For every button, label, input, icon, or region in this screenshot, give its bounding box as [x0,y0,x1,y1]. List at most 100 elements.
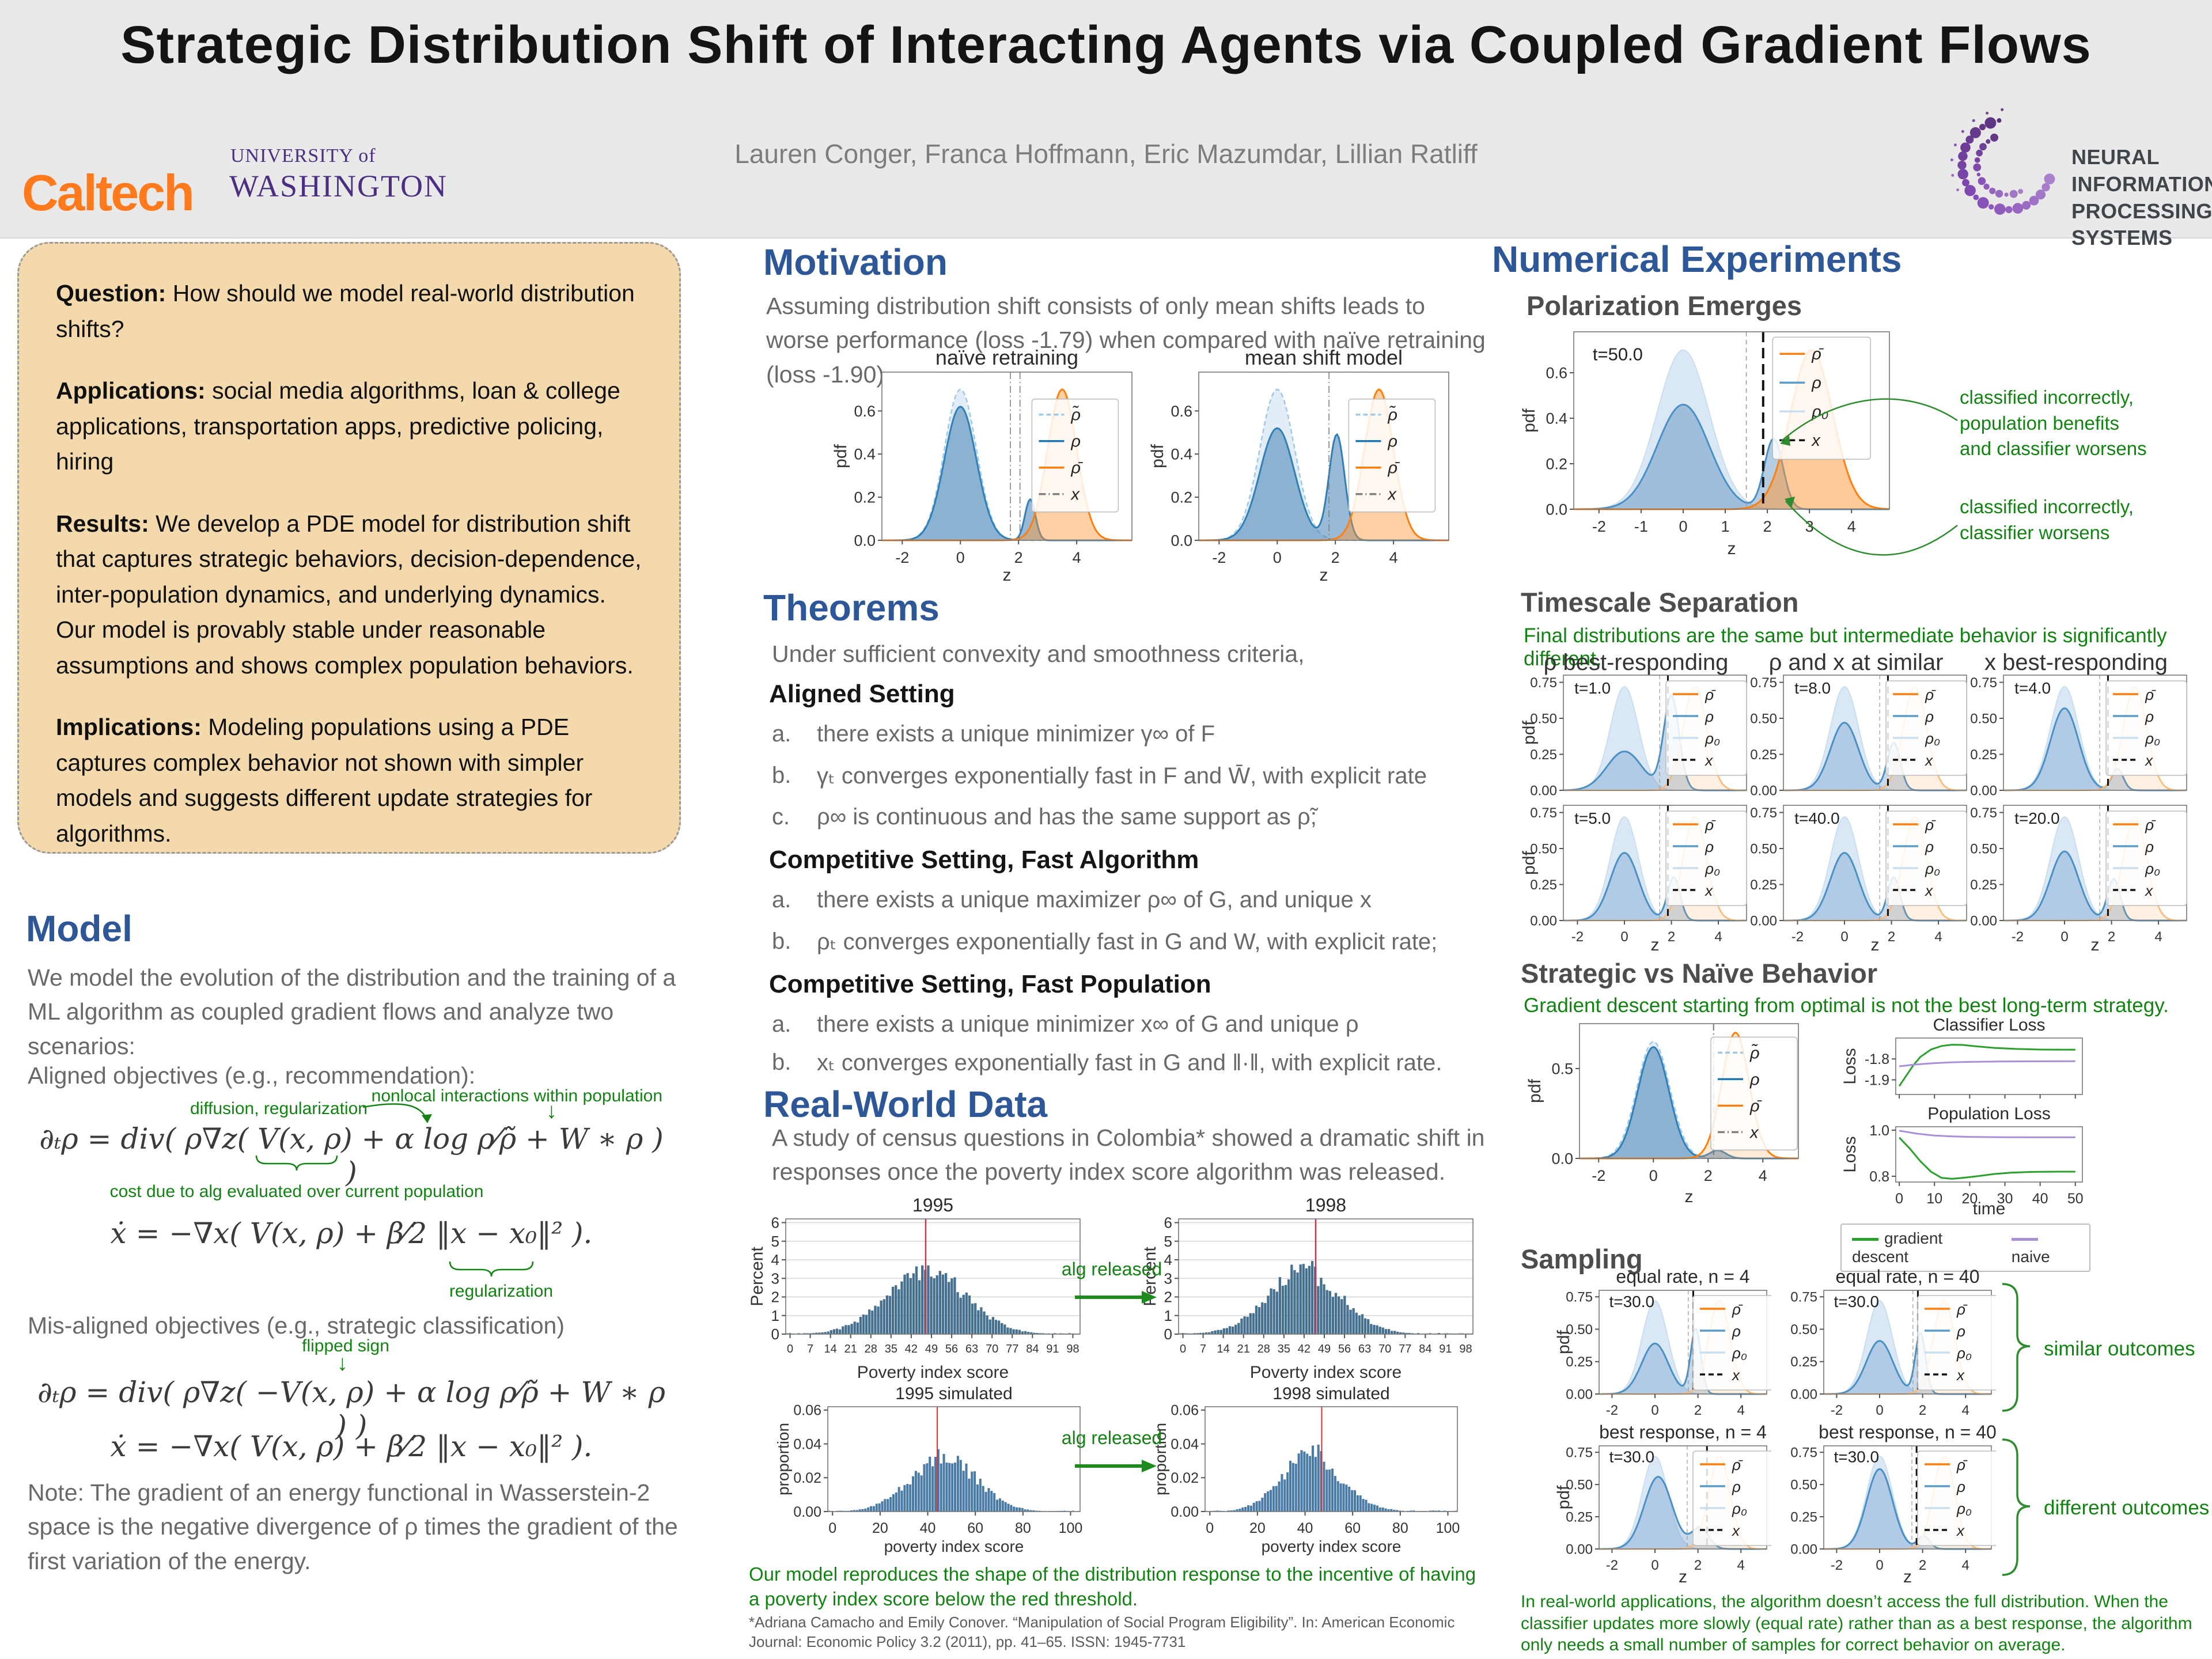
svg-text:ρ̄: ρ̄ [2145,816,2156,834]
svg-text:0: 0 [771,1325,779,1343]
svg-text:35: 35 [1278,1343,1290,1355]
svg-text:49: 49 [925,1343,938,1355]
svg-text:0: 0 [1840,929,1848,945]
svg-text:100: 100 [1436,1520,1460,1536]
svg-text:0.75: 0.75 [1790,1445,1817,1461]
svg-text:70: 70 [986,1343,998,1355]
svg-text:proportion: proportion [775,1423,792,1495]
svg-text:84: 84 [1026,1343,1039,1355]
timescale-plot-t8: 0.00 0.25 0.50 0.75 t=8.0 ρ̄ ρ ρ₀ x [1750,675,1967,798]
svg-text:1995 simulated: 1995 simulated [895,1384,1012,1403]
svg-text:-1.9: -1.9 [1865,1072,1889,1088]
svg-text:-2: -2 [1592,518,1606,535]
svg-text:Loss: Loss [1840,1048,1859,1084]
svg-text:0: 0 [1679,518,1687,535]
poster-title: Strategic Distribution Shift of Interact… [120,16,2092,74]
svg-text:ρ₀: ρ₀ [1705,860,1720,877]
theorem-item: b. γₜ converges exponentially fast in F a… [772,763,1427,789]
svg-text:0.00: 0.00 [1530,783,1557,798]
svg-text:6: 6 [1164,1214,1172,1232]
theorem-item: b. ρₜ converges exponentially fast in G a… [772,929,1438,955]
svg-text:5: 5 [771,1233,779,1250]
svg-text:0.75: 0.75 [1790,1290,1817,1305]
svg-text:35: 35 [885,1343,897,1355]
alg-released-label: alg released [1061,1427,1162,1448]
svg-text:0.4: 0.4 [854,446,876,463]
different-outcomes-label: different outcomes [2044,1497,2210,1519]
sampling-best-response-n40-plot: 0.00 0.25 0.50 0.75 -2 0 2 4 best response, n = … [1790,1423,1996,1586]
svg-text:21: 21 [844,1343,857,1355]
svg-text:pdf: pdf [1521,408,1539,432]
naive-retraining-plot: 0.0 0.2 0.4 0.6 -2 0 2 4 naïve retraining z pdf ρ̃ ρ… [832,346,1132,585]
svg-text:80: 80 [1392,1520,1408,1536]
strategic-green-note: Gradient descent starting from optimal i… [1524,994,2169,1017]
svg-text:t=30.0: t=30.0 [1609,1448,1654,1466]
svg-text:77: 77 [1006,1343,1018,1355]
svg-text:0.75: 0.75 [1750,805,1777,821]
svg-text:-2: -2 [2012,929,2024,945]
svg-text:4: 4 [771,1251,779,1268]
svg-text:63: 63 [1358,1343,1371,1355]
svg-text:0.06: 0.06 [1171,1403,1199,1419]
svg-text:0: 0 [1876,1558,1883,1573]
realworld-body: A study of census questions in Colombia*… [772,1124,1485,1185]
svg-text:2: 2 [1164,1289,1172,1306]
svg-text:ρ̄: ρ̄ [1732,1301,1743,1318]
svg-text:4: 4 [1073,549,1081,566]
svg-text:poverty index score: poverty index score [1262,1537,1402,1555]
sampling-heading: Sampling [1521,1244,1643,1274]
svg-text:z: z [1903,1567,1912,1586]
svg-text:Poverty index score: Poverty index score [1250,1363,1402,1382]
svg-text:0.2: 0.2 [1546,455,1567,472]
model-intro: We model the evolution of the distributi… [28,964,676,1059]
svg-text:84: 84 [1419,1343,1431,1355]
svg-text:t=50.0: t=50.0 [1593,344,1643,364]
svg-text:z: z [1003,566,1012,585]
svg-text:0.02: 0.02 [793,1470,821,1486]
svg-text:best response, n = 40: best response, n = 40 [1819,1423,1996,1442]
svg-text:70: 70 [1378,1343,1391,1355]
svg-text:0.00: 0.00 [1750,913,1777,929]
svg-text:0.00: 0.00 [1970,783,1997,798]
svg-text:4: 4 [1962,1558,1969,1573]
annotation-diffusion: diffusion, regularization [190,1099,368,1118]
svg-text:2: 2 [1888,929,1895,945]
svg-text:2: 2 [1694,1558,1702,1573]
svg-text:2: 2 [1331,549,1340,566]
svg-text:t=8.0: t=8.0 [1794,679,1831,697]
svg-text:x: x [1924,882,1933,899]
svg-text:0.50: 0.50 [1530,711,1557,726]
svg-text:0: 0 [1651,1403,1658,1418]
svg-text:x: x [1731,1522,1740,1539]
svg-text:ρ: ρ [1705,838,1714,855]
svg-text:-2: -2 [1571,929,1584,945]
competitive-fast-algorithm-heading: Competitive Setting, Fast Algorithm [769,846,1199,874]
poverty-1998-simulated-histogram: 0.00 0.02 0.04 0.06 0 20 40 60 80 100 1998 simulat… [1152,1384,1460,1555]
svg-text:x: x [1924,752,1933,769]
svg-text:4: 4 [1737,1403,1745,1418]
svg-text:28: 28 [865,1343,877,1355]
svg-text:80: 80 [1015,1520,1031,1536]
similar-outcomes-label: similar outcomes [2044,1338,2195,1360]
svg-text:0.00: 0.00 [1790,1541,1817,1557]
svg-text:7: 7 [807,1343,813,1355]
svg-text:ρ̄: ρ̄ [1956,1301,1968,1318]
svg-text:0.25: 0.25 [1566,1354,1593,1370]
svg-text:Loss: Loss [1840,1136,1859,1172]
svg-text:0.0: 0.0 [1551,1150,1573,1167]
svg-text:0.00: 0.00 [1566,1387,1593,1402]
svg-text:x: x [1704,882,1713,899]
svg-text:0.25: 0.25 [1566,1509,1593,1525]
svg-text:ρ̄: ρ̄ [1732,1456,1743,1474]
svg-text:ρ̃: ρ̃ [1387,406,1397,425]
svg-text:0.6: 0.6 [1171,403,1192,420]
svg-text:ρ₀: ρ₀ [1705,730,1720,747]
svg-text:4: 4 [1962,1403,1969,1418]
svg-text:4: 4 [1164,1251,1172,1268]
svg-text:20: 20 [872,1520,888,1536]
ts-col3-title: x best-responding [1984,650,2168,675]
svg-text:ρ₀: ρ₀ [1925,860,1940,877]
naive-legend-item: naive [2011,1229,2079,1266]
svg-text:10: 10 [1926,1191,1942,1207]
